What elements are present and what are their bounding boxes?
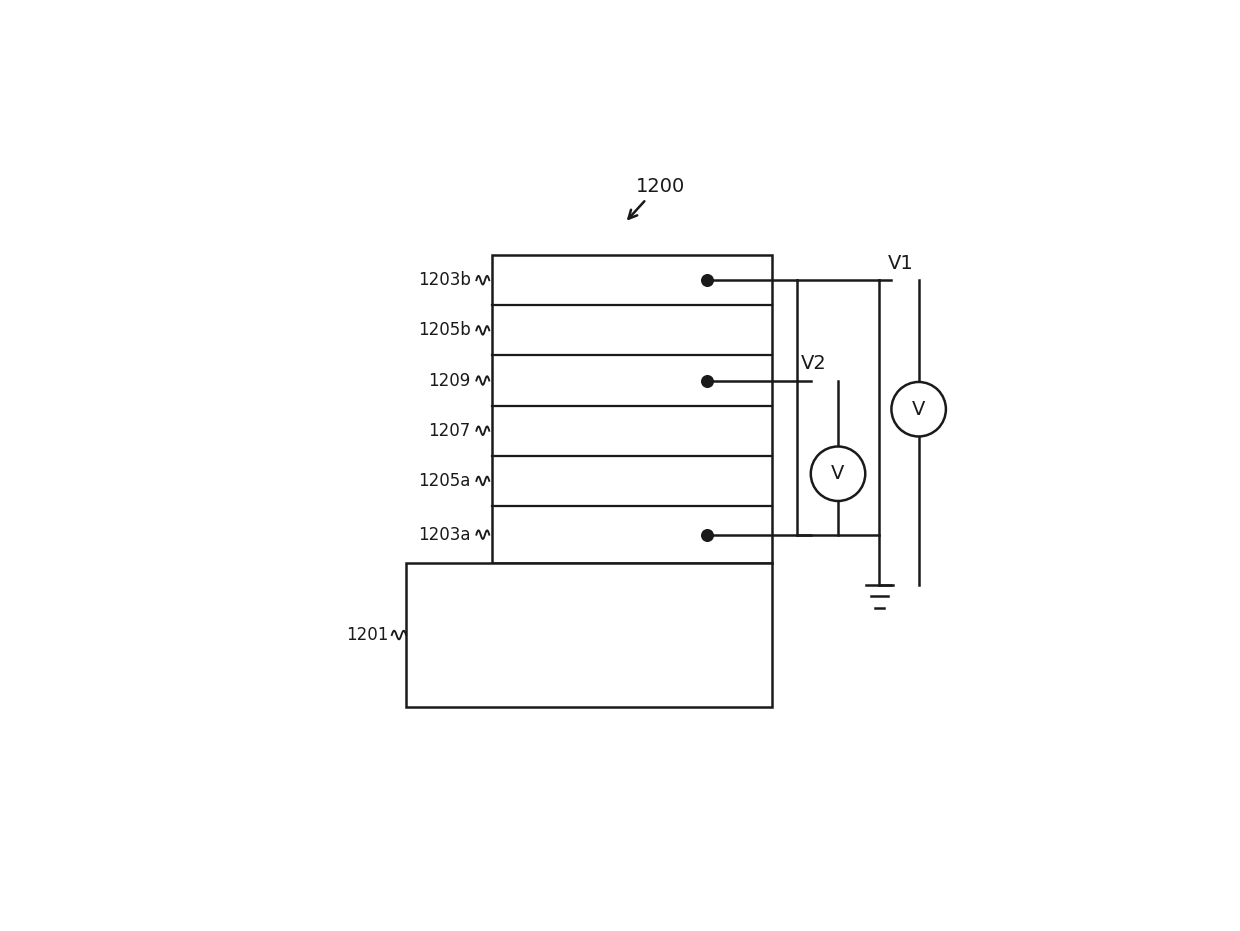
Circle shape — [892, 382, 946, 437]
Text: V2: V2 — [800, 355, 826, 373]
Circle shape — [811, 447, 866, 501]
Text: 1203b: 1203b — [418, 271, 471, 290]
Text: 1203a: 1203a — [418, 526, 471, 544]
Text: V1: V1 — [888, 254, 914, 273]
Text: 1205a: 1205a — [418, 472, 471, 490]
Bar — [407, 563, 771, 707]
Point — [697, 273, 717, 288]
Text: V: V — [831, 465, 844, 483]
Text: 1207: 1207 — [428, 422, 471, 439]
Point — [697, 373, 717, 388]
Text: 1205b: 1205b — [418, 321, 471, 340]
Point — [697, 527, 717, 542]
Text: V: V — [911, 399, 925, 419]
Text: 1200: 1200 — [636, 178, 686, 196]
Bar — [492, 255, 771, 563]
Text: 1209: 1209 — [428, 371, 471, 389]
Text: 1201: 1201 — [346, 626, 388, 644]
